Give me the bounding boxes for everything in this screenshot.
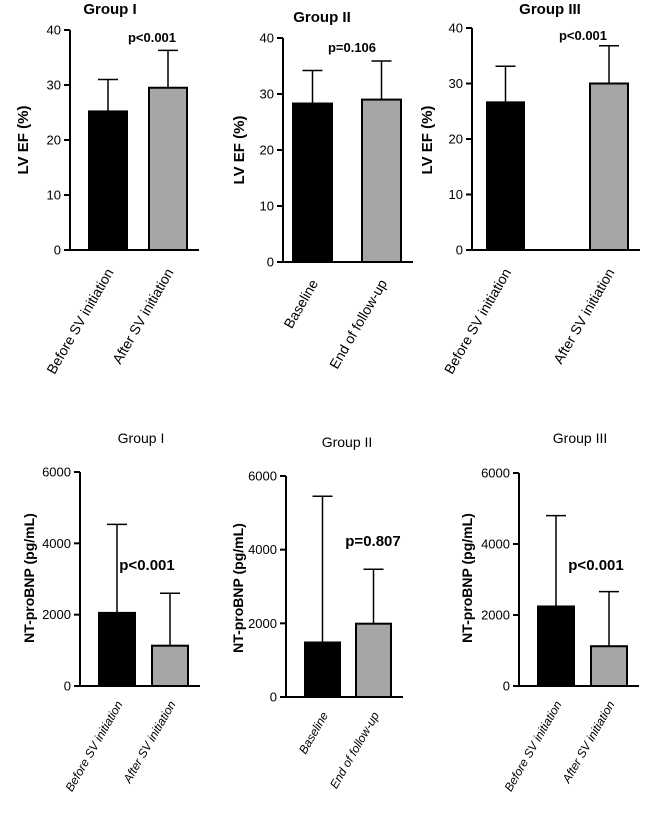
bnp-group-2-bar-1 (355, 622, 392, 698)
ef-group-3-p-value: p<0.001 (559, 28, 607, 43)
bnp-group-1-ytick-label-2: 4000 (42, 536, 71, 551)
ef-group-3-bar-0 (486, 101, 525, 252)
ef-group-1-p-value: p<0.001 (128, 30, 176, 45)
ef-group-1-bar-0 (88, 110, 128, 252)
ef-group-2-bar-1 (361, 98, 402, 263)
bnp-group-1-category-label-0: Before SV initiation (62, 698, 125, 794)
bnp-group-1-ylabel: NT-proBNP (pg/mL) (21, 513, 37, 643)
ef-group-3-ytick-label-2: 20 (449, 132, 463, 147)
ef-group-1-ylabel: LV EF (%) (15, 106, 32, 175)
bnp-group-2-p-value: p=0.807 (345, 533, 400, 550)
bnp-group-3-p-value: p<0.001 (568, 557, 623, 574)
bnp-group-3-ytick-label-2: 4000 (481, 537, 510, 552)
ef-group-1-category-label-1: After SV initiation (109, 266, 177, 367)
bnp-group-2-ytick-label-1: 2000 (248, 616, 277, 631)
bnp-group-1-bar-1 (151, 644, 189, 687)
ef-group-2-category-label-1: End of follow-up (326, 276, 390, 371)
ef-group-3-ytick-label-4: 40 (449, 21, 463, 36)
ef-group-3-category-label-1: After SV initiation (550, 266, 618, 367)
ef-group-3-title: Group III (519, 1, 581, 18)
bnp-group-2-ytick-label-0: 0 (270, 690, 277, 705)
ef-group-2-category-label-0: Baseline (280, 276, 321, 331)
ef-group-1-ytick-label-4: 40 (47, 23, 61, 38)
bnp-group-2-ytick-label-2: 4000 (248, 542, 277, 557)
bnp-group-3-category-label-0: Before SV initiation (501, 698, 564, 794)
ef-group-2-bar-0 (292, 102, 333, 263)
ef-group-1-bar-1 (148, 86, 188, 251)
bnp-group-2-category-label-0: Baseline (296, 709, 331, 756)
bnp-group-3-category-label-1: After SV initiation (559, 698, 618, 786)
ef-group-3-ytick-label-0: 0 (456, 243, 463, 258)
ef-group-1-ytick-label-2: 20 (47, 133, 61, 148)
ef-group-2-ytick-label-4: 40 (260, 31, 274, 46)
bnp-group-3-ytick-label-1: 2000 (481, 608, 510, 623)
ef-group-1-ytick-label-0: 0 (54, 243, 61, 258)
ef-group-2-p-value: p=0.106 (328, 40, 376, 55)
ef-group-2-ytick-label-0: 0 (267, 255, 274, 270)
ef-group-1-title: Group I (83, 1, 136, 18)
ef-group-1-category-label-0: Before SV initiation (43, 266, 116, 377)
bnp-group-3-ytick-label-3: 6000 (481, 466, 510, 481)
ef-group-2-ylabel: LV EF (%) (231, 116, 248, 185)
ef-group-2-title: Group II (293, 9, 351, 26)
ef-group-1-ytick-label-1: 10 (47, 188, 61, 203)
bnp-group-2-ytick-label-3: 6000 (248, 469, 277, 484)
bnp-group-2-category-label-1: End of follow-up (327, 709, 382, 791)
bnp-group-3-bar-0 (537, 605, 575, 687)
bnp-group-3-bar-1 (590, 645, 628, 687)
bnp-group-3-ylabel: NT-proBNP (pg/mL) (459, 513, 475, 643)
bnp-group-2-title: Group II (322, 434, 373, 450)
ef-group-2-ytick-label-3: 30 (260, 87, 274, 102)
bnp-group-1-ytick-label-0: 0 (64, 679, 71, 694)
ef-group-1-ytick-label-3: 30 (47, 78, 61, 93)
ef-group-3-ytick-label-3: 30 (449, 76, 463, 91)
bnp-group-2-ylabel: NT-proBNP (pg/mL) (230, 523, 246, 653)
ef-group-3-ytick-label-1: 10 (449, 187, 463, 202)
ef-group-3-category-label-0: Before SV initiation (441, 266, 514, 377)
bnp-group-1-ytick-label-1: 2000 (42, 607, 71, 622)
bnp-group-1-category-label-1: After SV initiation (120, 698, 179, 786)
bnp-group-3-title: Group III (553, 430, 607, 446)
bnp-group-1-title: Group I (118, 430, 165, 446)
ef-group-3-bar-1 (589, 82, 629, 251)
ef-group-2-ytick-label-2: 20 (260, 143, 274, 158)
bnp-group-1-bar-0 (98, 611, 136, 688)
bnp-group-3-ytick-label-0: 0 (503, 679, 510, 694)
ef-group-3-ylabel: LV EF (%) (419, 106, 436, 175)
bnp-group-2-bar-0 (304, 641, 341, 699)
bnp-group-1-ytick-label-3: 6000 (42, 465, 71, 480)
bnp-group-1-p-value: p<0.001 (119, 557, 174, 574)
ef-group-2-ytick-label-1: 10 (260, 199, 274, 214)
